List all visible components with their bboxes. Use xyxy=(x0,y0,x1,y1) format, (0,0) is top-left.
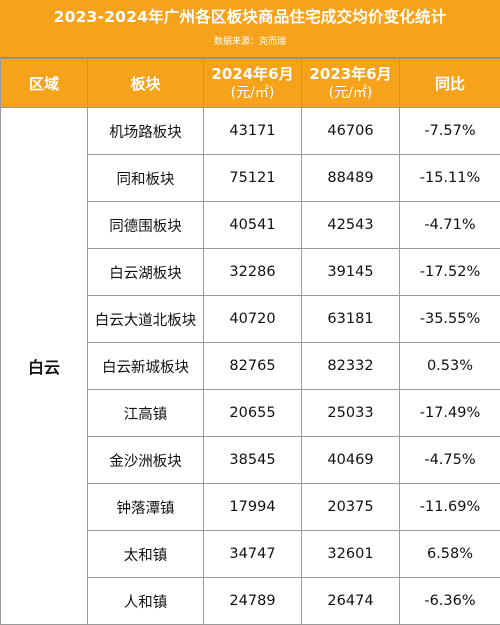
price-2024-cell: 34747 xyxy=(204,531,302,578)
block-cell: 机场路板块 xyxy=(88,108,204,155)
title-banner: 2023-2024年广州各区板块商品住宅成交均价变化统计 数据来源：克而瑞 xyxy=(0,0,500,58)
price-2024-cell: 32286 xyxy=(204,249,302,296)
block-cell: 钟落潭镇 xyxy=(88,484,204,531)
change-cell: -4.75% xyxy=(400,437,500,484)
price-2023-cell: 82332 xyxy=(302,343,400,390)
header-price-2023-unit: (元/㎡) xyxy=(302,84,399,102)
header-region: 区域 xyxy=(1,59,88,108)
block-cell: 人和镇 xyxy=(88,578,204,625)
price-2024-cell: 43171 xyxy=(204,108,302,155)
block-cell: 太和镇 xyxy=(88,531,204,578)
block-cell: 白云湖板块 xyxy=(88,249,204,296)
header-price-2023-label: 2023年6月 xyxy=(302,64,399,84)
table-row: 白云 机场路板块 43171 46706 -7.57% xyxy=(1,108,500,155)
change-cell: -17.49% xyxy=(400,390,500,437)
region-cell: 白云 xyxy=(1,108,88,625)
table-title: 2023-2024年广州各区板块商品住宅成交均价变化统计 xyxy=(0,6,500,28)
header-price-2024-unit: (元/㎡) xyxy=(204,84,301,102)
header-price-2024-label: 2024年6月 xyxy=(204,64,301,84)
price-2023-cell: 40469 xyxy=(302,437,400,484)
header-price-2023: 2023年6月 (元/㎡) xyxy=(302,59,400,108)
price-2023-cell: 20375 xyxy=(302,484,400,531)
change-cell: -6.36% xyxy=(400,578,500,625)
price-2023-cell: 42543 xyxy=(302,202,400,249)
block-cell: 江高镇 xyxy=(88,390,204,437)
price-2024-cell: 75121 xyxy=(204,155,302,202)
price-2024-cell: 40720 xyxy=(204,296,302,343)
price-2024-cell: 82765 xyxy=(204,343,302,390)
price-2023-cell: 39145 xyxy=(302,249,400,296)
price-2023-cell: 63181 xyxy=(302,296,400,343)
price-2023-cell: 25033 xyxy=(302,390,400,437)
price-2023-cell: 32601 xyxy=(302,531,400,578)
block-cell: 金沙洲板块 xyxy=(88,437,204,484)
change-cell: -35.55% xyxy=(400,296,500,343)
change-cell: 6.58% xyxy=(400,531,500,578)
change-cell: -4.71% xyxy=(400,202,500,249)
change-cell: -15.11% xyxy=(400,155,500,202)
block-cell: 白云新城板块 xyxy=(88,343,204,390)
price-2024-cell: 40541 xyxy=(204,202,302,249)
block-cell: 同和板块 xyxy=(88,155,204,202)
price-comparison-table: 区域 板块 2024年6月 (元/㎡) 2023年6月 (元/㎡) 同比 白云 … xyxy=(0,58,500,625)
price-2024-cell: 38545 xyxy=(204,437,302,484)
price-2023-cell: 46706 xyxy=(302,108,400,155)
data-source-note: 数据来源：克而瑞 xyxy=(0,35,500,49)
change-cell: 0.53% xyxy=(400,343,500,390)
block-cell: 白云大道北板块 xyxy=(88,296,204,343)
price-2024-cell: 20655 xyxy=(204,390,302,437)
price-2023-cell: 88489 xyxy=(302,155,400,202)
header-change: 同比 xyxy=(400,59,500,108)
header-block: 板块 xyxy=(88,59,204,108)
header-price-2024: 2024年6月 (元/㎡) xyxy=(204,59,302,108)
block-cell: 同德围板块 xyxy=(88,202,204,249)
price-2024-cell: 17994 xyxy=(204,484,302,531)
change-cell: -7.57% xyxy=(400,108,500,155)
price-2024-cell: 24789 xyxy=(204,578,302,625)
table-header-row: 区域 板块 2024年6月 (元/㎡) 2023年6月 (元/㎡) 同比 xyxy=(1,59,500,108)
change-cell: -11.69% xyxy=(400,484,500,531)
price-2023-cell: 26474 xyxy=(302,578,400,625)
change-cell: -17.52% xyxy=(400,249,500,296)
